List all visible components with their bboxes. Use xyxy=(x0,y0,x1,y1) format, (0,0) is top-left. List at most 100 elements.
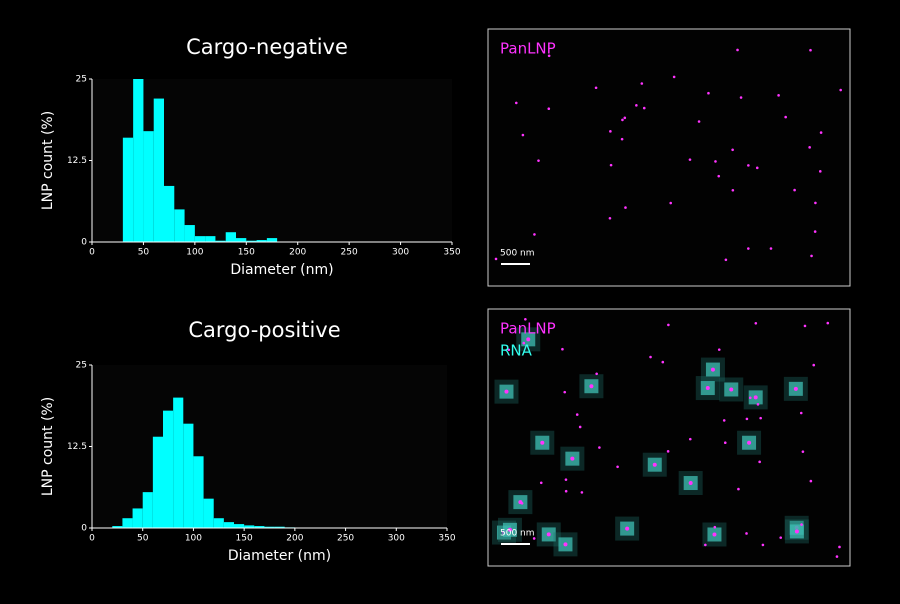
x-axis-label: Diameter (nm) xyxy=(228,548,331,564)
x-tick-label: 200 xyxy=(289,248,306,258)
lnp-dot xyxy=(540,440,545,445)
x-tick-label: 250 xyxy=(337,534,354,544)
x-tick-label: 200 xyxy=(286,534,303,544)
lnp-dot xyxy=(672,75,676,79)
lnp-dot xyxy=(524,317,527,321)
bar xyxy=(153,98,164,242)
lnp-dot xyxy=(537,159,540,162)
lnp-dot xyxy=(532,537,536,540)
bar xyxy=(194,236,206,242)
channel-label: PanLNP xyxy=(500,320,556,338)
lnp-dot xyxy=(667,323,670,327)
lnp-dot xyxy=(803,324,807,328)
lnp-dot xyxy=(739,96,743,99)
lnp-dot xyxy=(598,446,601,449)
lnp-dot xyxy=(814,201,817,205)
y-axis-label: LNP count (%) xyxy=(40,397,56,496)
lnp-dot xyxy=(723,441,727,445)
lnp-dot xyxy=(809,48,812,52)
bar xyxy=(173,397,184,528)
scale-bar-label: 500 nm xyxy=(500,249,535,259)
lnp-dot xyxy=(642,106,646,110)
lnp-dot xyxy=(621,118,624,122)
lnp-dot xyxy=(809,479,813,483)
lnp-dot xyxy=(704,543,707,547)
lnp-dot xyxy=(747,164,750,167)
x-tick-label: 300 xyxy=(388,534,405,544)
lnp-dot xyxy=(526,337,531,342)
lnp-dot xyxy=(507,348,511,352)
bar xyxy=(223,522,234,528)
lnp-dot xyxy=(547,107,551,111)
lnp-dot xyxy=(710,367,715,372)
lnp-dot xyxy=(707,91,710,95)
lnp-dot xyxy=(533,233,536,236)
bar xyxy=(183,423,194,528)
lnp-dot xyxy=(563,542,568,547)
lnp-dot xyxy=(784,115,787,119)
lnp-dot xyxy=(819,131,823,134)
lnp-dot xyxy=(520,501,524,505)
bar xyxy=(174,209,185,242)
lnp-dot xyxy=(754,321,758,325)
lnp-dot xyxy=(575,413,579,416)
channel-label: PanLNP xyxy=(500,40,556,58)
x-tick-label: 350 xyxy=(438,534,455,544)
lnp-dot xyxy=(589,384,594,389)
lnp-dot xyxy=(514,101,518,105)
x-tick-label: 250 xyxy=(341,248,358,258)
lnp-dot xyxy=(838,545,841,549)
lnp-dot xyxy=(688,437,692,441)
lnp-dot xyxy=(737,487,740,491)
lnp-dot xyxy=(595,372,598,376)
bar xyxy=(203,498,214,528)
lnp-dot xyxy=(755,166,759,170)
lnp-dot xyxy=(748,396,752,400)
lnp-dot xyxy=(799,411,803,415)
lnp-dot xyxy=(521,133,525,137)
lnp-dot xyxy=(578,425,582,429)
lnp-dot xyxy=(835,555,839,558)
lnp-dot xyxy=(756,403,760,406)
lnp-dot xyxy=(666,450,670,453)
bar xyxy=(246,240,257,242)
lnp-dot xyxy=(813,230,817,233)
x-tick-label: 100 xyxy=(186,248,203,258)
lnp-dot xyxy=(714,160,717,163)
lnp-dot xyxy=(810,254,813,258)
bar xyxy=(256,240,267,242)
y-axis-label: LNP count (%) xyxy=(40,111,56,210)
lnp-dot xyxy=(753,395,758,400)
lnp-dot xyxy=(717,348,721,351)
lnp-dot xyxy=(609,163,613,167)
bar xyxy=(274,526,285,528)
lnp-dot xyxy=(494,257,498,261)
bar xyxy=(122,137,134,242)
x-tick-label: 350 xyxy=(443,248,460,258)
lnp-dot xyxy=(793,188,796,192)
lnp-dot xyxy=(564,489,568,493)
channel-label: RNA xyxy=(500,342,533,360)
lnp-dot xyxy=(712,532,717,537)
lnp-dot xyxy=(616,465,619,469)
lnp-dot xyxy=(717,174,721,178)
bar xyxy=(234,524,245,528)
lnp-dot xyxy=(731,148,734,152)
y-tick-label: 25 xyxy=(76,361,87,371)
lnp-dot xyxy=(761,543,765,547)
y-tick-label: 0 xyxy=(81,524,87,534)
lnp-dot xyxy=(635,104,638,107)
lnp-dot xyxy=(623,116,627,120)
lnp-dot xyxy=(507,527,512,532)
x-tick-label: 300 xyxy=(392,248,409,258)
lnp-dot xyxy=(504,389,509,394)
lnp-dot xyxy=(561,347,564,351)
lnp-dot xyxy=(731,188,735,192)
x-tick-label: 150 xyxy=(238,248,255,258)
bar xyxy=(132,508,143,528)
bar xyxy=(143,131,154,242)
lnp-dot xyxy=(779,536,783,539)
lnp-dot xyxy=(759,416,762,420)
lnp-dot xyxy=(758,460,761,464)
